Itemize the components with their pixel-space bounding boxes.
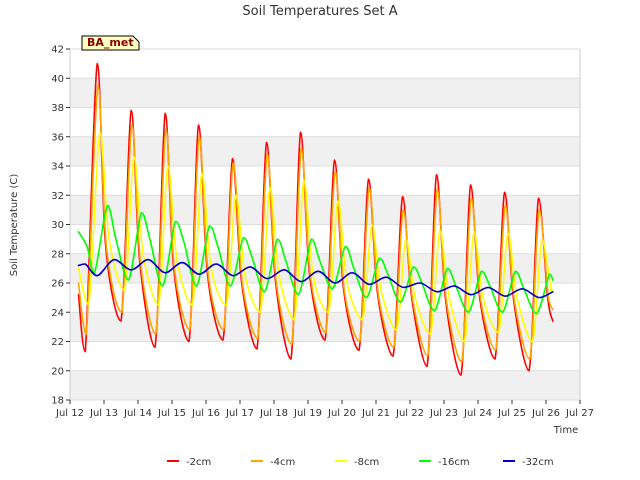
y-tick-label: 34 [51, 162, 64, 173]
background-band [70, 370, 580, 400]
x-tick-label: Jul 13 [89, 408, 118, 419]
y-tick-label: 28 [51, 249, 64, 260]
x-tick-label: Jul 20 [327, 408, 356, 419]
x-tick-label: Jul 26 [531, 408, 560, 419]
x-tick-label: Jul 23 [429, 408, 458, 419]
legend-label: -32cm [522, 457, 554, 468]
y-tick-label: 38 [51, 103, 64, 114]
x-tick-label: Jul 24 [463, 408, 492, 419]
series-line-32cmcm-depth [77, 258, 554, 299]
x-tick-label: Jul 17 [225, 408, 254, 419]
legend-label: -4cm [270, 457, 295, 468]
x-tick-label: Jul 18 [259, 408, 288, 419]
background-band [70, 253, 580, 283]
y-tick-label: 30 [51, 220, 64, 231]
series-line-16cmcm-depth [77, 204, 554, 315]
background-band [70, 195, 580, 225]
station-badge-label: BA_met [87, 36, 134, 49]
x-axis-title: Time [553, 425, 578, 436]
y-tick-label: 40 [51, 74, 64, 85]
background-band [70, 107, 580, 137]
x-tick-label: Jul 27 [565, 408, 594, 419]
background-band [70, 341, 580, 371]
background-band [70, 78, 580, 108]
y-axis-ticks: 18 20 22 24 26 28 30 32 34 36 38 40 42 [51, 45, 70, 407]
background-band [70, 49, 580, 79]
y-tick-label: 36 [51, 132, 64, 143]
background-band [70, 224, 580, 254]
legend: -2cm -4cm -8cm -16cm -32cm [167, 457, 554, 468]
x-tick-label: Jul 19 [293, 408, 322, 419]
x-tick-label: Jul 14 [123, 408, 152, 419]
series-lines [77, 62, 554, 376]
y-tick-label: 24 [51, 308, 64, 319]
x-tick-label: Jul 21 [361, 408, 390, 419]
gridlines [70, 48, 580, 401]
y-tick-label: 22 [51, 337, 64, 348]
series-line-8cmcm-depth [77, 131, 554, 343]
station-badge-box [81, 35, 140, 51]
legend-label: -16cm [438, 457, 470, 468]
y-tick-label: 32 [51, 191, 64, 202]
legend-label: -8cm [354, 457, 379, 468]
background-band [70, 166, 580, 196]
x-axis-ticks: Jul 12 Jul 13 Jul 14 Jul 15 Jul 16 Jul 17 Jul … [55, 400, 594, 419]
chart-title: Soil Temperatures Set A [242, 4, 397, 19]
y-tick-label: 20 [51, 366, 64, 377]
x-tick-label: Jul 15 [157, 408, 186, 419]
background-band [70, 136, 580, 166]
y-tick-label: 18 [51, 396, 64, 407]
y-tick-label: 26 [51, 279, 64, 290]
x-tick-label: Jul 22 [395, 408, 424, 419]
x-tick-label: Jul 25 [497, 408, 526, 419]
y-axis-title: Soil Temperature (C) [9, 174, 20, 277]
x-tick-label: Jul 12 [55, 408, 84, 419]
y-tick-label: 42 [51, 45, 64, 56]
legend-label: -2cm [186, 457, 211, 468]
plot-background-bands [70, 49, 580, 400]
series-line-4cmcm-depth [77, 84, 554, 363]
station-badge: BA_met [81, 35, 140, 51]
x-tick-label: Jul 16 [191, 408, 220, 419]
